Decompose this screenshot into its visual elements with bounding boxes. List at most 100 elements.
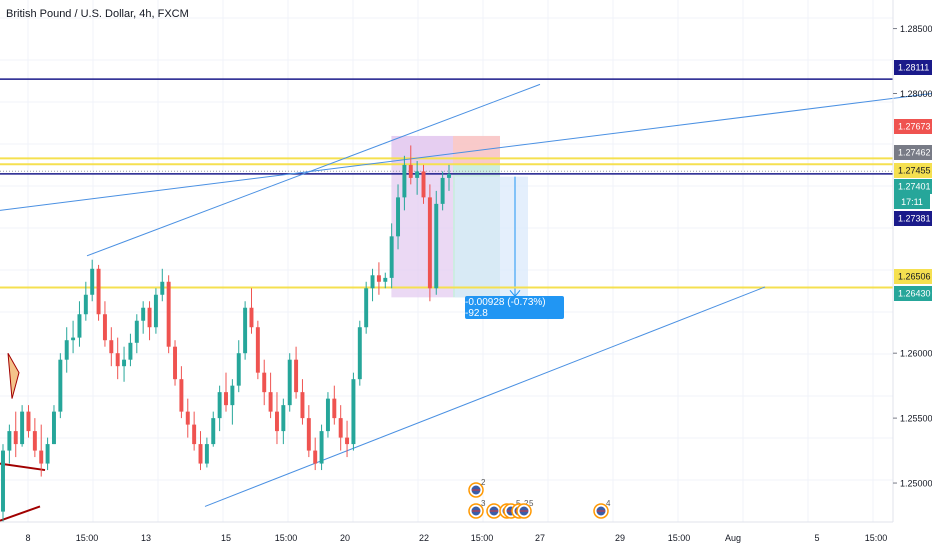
candle [64, 327, 69, 373]
candle-body [338, 418, 343, 438]
price-badge: 1.26506 [894, 269, 932, 284]
measure-label[interactable]: -0.00928 (-0.73%) -92.8 [465, 296, 564, 319]
candle-body [249, 307, 254, 328]
candle-body [364, 288, 369, 328]
candle [262, 359, 267, 406]
candle-body [313, 450, 318, 464]
candle [1, 444, 5, 522]
price-badge: 1.28111 [894, 60, 932, 75]
candle-body [77, 314, 82, 338]
price-badge-label: 1.26430 [898, 289, 931, 299]
candle [268, 372, 273, 419]
candle [32, 418, 37, 458]
trend-line [0, 92, 932, 211]
candle-body [300, 392, 305, 419]
candle [45, 437, 50, 471]
candle [236, 340, 241, 393]
time-axis-label: 8 [25, 533, 30, 543]
time-axis-label: 20 [340, 533, 350, 543]
price-badge-label: 1.27462 [898, 148, 931, 158]
event-count: 4 [606, 499, 611, 508]
time-axis-label: 5 [814, 533, 819, 543]
candle [147, 301, 152, 341]
time-axis-label: 15:00 [668, 533, 691, 543]
candle [224, 372, 228, 412]
candle [300, 379, 305, 425]
candle [313, 437, 318, 471]
price-axis-label: 1.25000 [900, 479, 932, 489]
candle-body [396, 197, 401, 237]
candle-body [179, 379, 184, 412]
candle-body [294, 359, 299, 393]
candle [7, 424, 12, 464]
candle-body [71, 337, 76, 341]
candle-body [217, 392, 222, 419]
time-axis-label: 15 [221, 533, 231, 543]
measure-range-box [455, 176, 528, 298]
candle [274, 392, 279, 445]
candle [338, 405, 343, 451]
candle [141, 301, 146, 334]
candle-body [58, 359, 63, 412]
candle-body [268, 392, 273, 412]
candle-body [421, 171, 426, 198]
price-badge-bg [894, 179, 932, 194]
candle [77, 301, 82, 347]
candle [58, 353, 63, 419]
candle-body [1, 450, 5, 512]
candle-body [447, 174, 451, 178]
candle-body [415, 171, 420, 178]
event-marker: 5 [516, 499, 534, 519]
candle-body [64, 340, 69, 360]
candle [217, 385, 222, 432]
event-count: 2 [524, 499, 529, 508]
candle-body [198, 444, 203, 464]
candle [128, 333, 133, 367]
price-badge-bg [894, 286, 932, 301]
price-badge-bg [894, 145, 932, 160]
time-axis-label: Aug [725, 533, 741, 543]
candle-body [185, 411, 190, 425]
candle [153, 288, 158, 334]
event-count: 2 [481, 478, 486, 487]
candle [383, 272, 388, 289]
candle [115, 337, 120, 380]
candle-body [141, 307, 146, 321]
candle-body [370, 275, 375, 289]
candle [185, 398, 190, 438]
candle-body [160, 281, 165, 295]
candle [325, 392, 330, 438]
candle [179, 366, 184, 419]
price-badge: 1.27462 [894, 145, 932, 160]
price-badge-label: 1.28111 [898, 63, 929, 73]
candles [1, 145, 451, 522]
candle-body [90, 268, 95, 295]
candle-body [357, 327, 362, 380]
price-badge: 1.27381 [894, 211, 932, 226]
candle [192, 411, 197, 451]
candle-body [83, 294, 88, 315]
event-marker: 3 [468, 499, 486, 519]
price-axis-label: 1.28000 [900, 89, 932, 99]
price-badge-bg [894, 269, 932, 284]
price-badge-label: 1.27455 [898, 166, 931, 176]
candle-body [147, 307, 152, 328]
candle [243, 301, 248, 360]
candle [249, 288, 254, 334]
candle [198, 431, 203, 471]
event-marker: 4 [593, 499, 611, 519]
price-badge-bg [894, 211, 932, 226]
candle-body [274, 411, 279, 432]
candle-body [243, 307, 248, 354]
candle-body [26, 411, 31, 432]
candle-body [134, 320, 139, 343]
candle [287, 353, 292, 412]
time-axis-label: 13 [141, 533, 151, 543]
candle-body [389, 236, 394, 278]
candle [71, 320, 76, 354]
candle [134, 314, 139, 354]
time-axis-label: 15:00 [275, 533, 298, 543]
candle [332, 385, 337, 425]
